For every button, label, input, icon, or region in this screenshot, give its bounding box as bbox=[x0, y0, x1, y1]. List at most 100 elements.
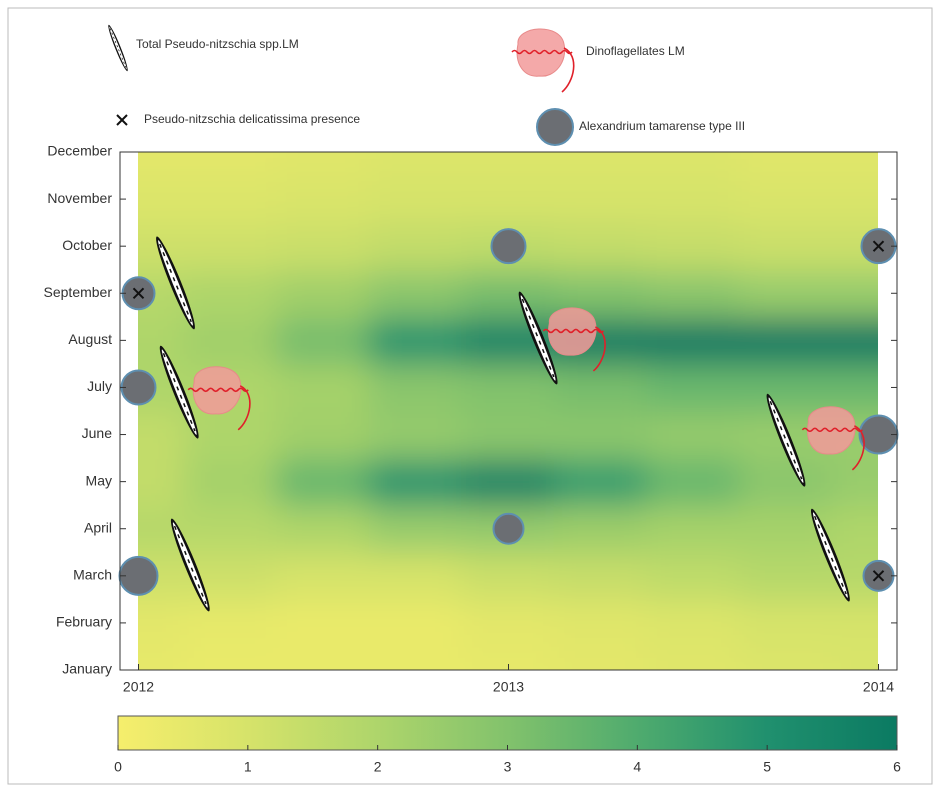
contour-cell bbox=[461, 457, 556, 506]
contour-cell bbox=[739, 316, 834, 365]
contour-cell bbox=[276, 598, 371, 647]
contour-cell bbox=[276, 504, 371, 553]
colorbar-ramp bbox=[118, 716, 897, 750]
contour-cell bbox=[646, 551, 741, 600]
colorbar-tick-label: 4 bbox=[633, 759, 641, 775]
contour-cell bbox=[461, 269, 556, 318]
contour-cell bbox=[739, 645, 834, 718]
legend-icon bbox=[106, 24, 130, 72]
legend-label: Alexandrium tamarense type III bbox=[579, 119, 745, 133]
colorbar-tick-label: 2 bbox=[374, 759, 382, 775]
contour-cell bbox=[739, 269, 834, 318]
contour-cell bbox=[184, 645, 279, 718]
contour-cell bbox=[554, 410, 649, 459]
legend-label: Total Pseudo-nitzschia spp.LM bbox=[136, 37, 299, 51]
contour-cell bbox=[184, 222, 279, 271]
contour-cell bbox=[646, 410, 741, 459]
contour-cell bbox=[369, 104, 464, 177]
contour-cell bbox=[554, 457, 649, 506]
contour-cell bbox=[276, 551, 371, 600]
contour-cell bbox=[646, 104, 741, 177]
contour-cell bbox=[646, 316, 741, 365]
contour-cell bbox=[276, 457, 371, 506]
contour-cell bbox=[461, 363, 556, 412]
contour-cell bbox=[369, 363, 464, 412]
colorbar-tick-label: 0 bbox=[114, 759, 122, 775]
contour-cell bbox=[554, 222, 649, 271]
contour-cell bbox=[831, 316, 936, 365]
y-tick-label: August bbox=[68, 331, 112, 347]
contour-cell bbox=[646, 504, 741, 553]
contour-cell bbox=[646, 598, 741, 647]
contour-cell bbox=[646, 645, 741, 718]
legend-label: Dinoflagellates LM bbox=[586, 44, 685, 58]
contour-cell bbox=[45, 645, 186, 718]
contour-cell bbox=[45, 457, 186, 506]
contour-cell bbox=[369, 645, 464, 718]
chart: JanuaryFebruaryMarchAprilMayJuneJulyAugu… bbox=[0, 0, 936, 789]
colorbar-tick-label: 5 bbox=[763, 759, 771, 775]
x-tick-label: 2012 bbox=[123, 679, 154, 695]
contour-cell bbox=[276, 175, 371, 224]
contour-cell bbox=[45, 504, 186, 553]
y-tick-label: May bbox=[86, 472, 112, 488]
y-tick-label: December bbox=[47, 143, 112, 159]
y-tick-label: July bbox=[87, 378, 112, 394]
contour-cell bbox=[646, 175, 741, 224]
contour-cell bbox=[831, 175, 936, 224]
y-tick-label: February bbox=[56, 614, 112, 630]
legend-icon bbox=[537, 109, 573, 145]
y-tick-label: April bbox=[84, 519, 112, 535]
contour-cell bbox=[646, 222, 741, 271]
contour-cell bbox=[276, 645, 371, 718]
contour-cell bbox=[461, 175, 556, 224]
contour-cell bbox=[554, 551, 649, 600]
contour-cell bbox=[45, 410, 186, 459]
contour-cell bbox=[276, 222, 371, 271]
cross-lines bbox=[117, 115, 127, 125]
contour-cell bbox=[739, 457, 834, 506]
diatom-inner bbox=[108, 26, 128, 70]
legend: Total Pseudo-nitzschia spp.LM Dinoflagell… bbox=[106, 24, 745, 145]
contour-cell bbox=[276, 410, 371, 459]
contour-cell bbox=[739, 104, 834, 177]
contour-cell bbox=[45, 551, 186, 600]
contour-cell bbox=[461, 551, 556, 600]
contour-cell bbox=[554, 363, 649, 412]
cells bbox=[45, 104, 936, 718]
contour-cell bbox=[184, 269, 279, 318]
y-tick-label: October bbox=[62, 237, 112, 253]
circle-shape bbox=[494, 514, 524, 544]
legend-icon bbox=[117, 115, 127, 125]
circle-shape bbox=[122, 370, 156, 404]
contour-cell bbox=[369, 175, 464, 224]
contour-cell bbox=[369, 598, 464, 647]
contour-cell bbox=[276, 363, 371, 412]
contour-cell bbox=[184, 457, 279, 506]
legend-label: Pseudo-nitzschia delicatissima presence bbox=[144, 112, 360, 126]
contour-cell bbox=[831, 457, 936, 506]
contour-cell bbox=[369, 551, 464, 600]
contour-cell bbox=[184, 598, 279, 647]
contour-cell bbox=[369, 222, 464, 271]
contour-cell bbox=[369, 269, 464, 318]
contour-cell bbox=[184, 175, 279, 224]
contour-cell bbox=[739, 363, 834, 412]
colorbar-tick-label: 6 bbox=[893, 759, 901, 775]
contour-cell bbox=[184, 316, 279, 365]
colorbar-tick-label: 3 bbox=[504, 759, 512, 775]
y-tick-label: September bbox=[44, 284, 113, 300]
contour-cell bbox=[739, 222, 834, 271]
contour-cell bbox=[739, 175, 834, 224]
y-tick-label: June bbox=[82, 425, 113, 441]
contour-cell bbox=[461, 410, 556, 459]
y-tick-label: March bbox=[73, 567, 112, 583]
contour-cell bbox=[554, 645, 649, 718]
contour-cell bbox=[461, 598, 556, 647]
contour-cell bbox=[554, 504, 649, 553]
x-tick-label: 2013 bbox=[493, 679, 524, 695]
contour-cell bbox=[739, 598, 834, 647]
contour-cell bbox=[831, 598, 936, 647]
contour-cell bbox=[739, 551, 834, 600]
